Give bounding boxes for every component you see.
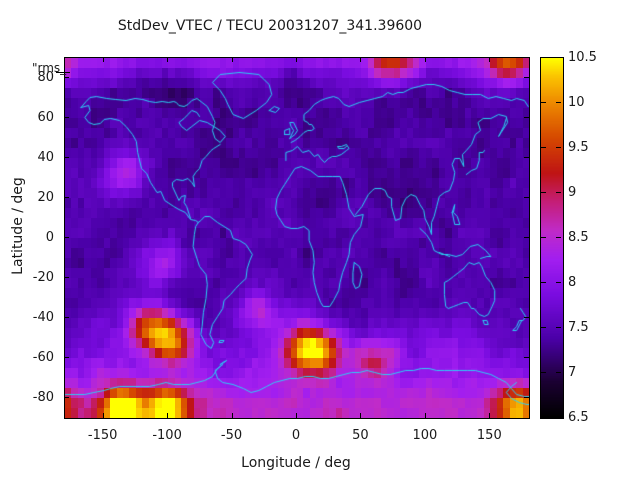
colorbar-tick-mark bbox=[541, 192, 546, 193]
y-tick-mark bbox=[64, 157, 69, 158]
colorbar-tick-label: 6.5 bbox=[568, 410, 589, 425]
y-tick-mark bbox=[64, 317, 69, 318]
y-tick-mark bbox=[524, 277, 529, 278]
y-tick-label: 80 bbox=[37, 70, 54, 85]
y-tick-label: 40 bbox=[37, 150, 54, 165]
x-tick-label: 100 bbox=[412, 428, 438, 443]
x-tick-mark bbox=[425, 413, 426, 418]
y-tick-label: 0 bbox=[45, 230, 54, 245]
y-tick-mark bbox=[64, 117, 69, 118]
colorbar-tick-label: 8 bbox=[568, 275, 577, 290]
colorbar-tick-label: 10 bbox=[568, 95, 585, 110]
y-tick-label: -20 bbox=[32, 270, 54, 285]
plot-key-text: "rms_ bbox=[32, 61, 67, 75]
y-tick-mark bbox=[64, 197, 69, 198]
y-tick-mark bbox=[64, 237, 69, 238]
colorbar-tick-mark bbox=[556, 237, 561, 238]
x-tick-mark bbox=[360, 413, 361, 418]
x-tick-mark bbox=[360, 57, 361, 62]
plot-area bbox=[64, 57, 530, 419]
colorbar-tick-label: 8.5 bbox=[568, 230, 589, 245]
y-tick-label: -80 bbox=[32, 390, 54, 405]
y-tick-mark bbox=[64, 397, 69, 398]
y-axis-label: Latitude / deg bbox=[10, 177, 26, 275]
x-tick-mark bbox=[103, 413, 104, 418]
colorbar-tick-mark bbox=[541, 147, 546, 148]
colorbar-tick-mark bbox=[541, 237, 546, 238]
colorbar-tick-label: 9.5 bbox=[568, 140, 589, 155]
x-tick-mark bbox=[425, 57, 426, 62]
x-tick-label: -100 bbox=[152, 428, 182, 443]
colorbar-tick-mark bbox=[541, 102, 546, 103]
x-tick-label: -150 bbox=[87, 428, 118, 443]
x-tick-label: 50 bbox=[352, 428, 369, 443]
y-tick-mark bbox=[524, 157, 529, 158]
x-tick-mark bbox=[103, 57, 104, 62]
y-tick-label: 20 bbox=[37, 190, 54, 205]
y-tick-mark bbox=[524, 117, 529, 118]
y-tick-mark bbox=[524, 397, 529, 398]
colorbar-tick-label: 7.5 bbox=[568, 320, 589, 335]
x-tick-mark bbox=[232, 57, 233, 62]
x-tick-label: 150 bbox=[476, 428, 502, 443]
colorbar-tick-mark bbox=[556, 327, 561, 328]
y-tick-mark bbox=[524, 197, 529, 198]
colorbar-tick-mark bbox=[556, 102, 561, 103]
y-tick-mark bbox=[524, 237, 529, 238]
x-tick-label: 0 bbox=[291, 428, 301, 443]
y-tick-mark bbox=[64, 77, 69, 78]
y-tick-label: -60 bbox=[32, 350, 54, 365]
colorbar-tick-mark bbox=[541, 372, 546, 373]
y-tick-label: 60 bbox=[37, 110, 54, 125]
x-axis-label: Longitude / deg bbox=[241, 455, 351, 471]
colorbar-tick-mark bbox=[556, 372, 561, 373]
colorbar-tick-mark bbox=[556, 192, 561, 193]
x-tick-mark bbox=[489, 413, 490, 418]
x-tick-mark bbox=[296, 413, 297, 418]
colorbar-gradient bbox=[541, 58, 563, 418]
x-tick-label: -50 bbox=[220, 428, 243, 443]
colorbar-tick-mark bbox=[556, 282, 561, 283]
y-tick-mark bbox=[524, 357, 529, 358]
x-tick-mark bbox=[489, 57, 490, 62]
colorbar bbox=[540, 57, 564, 419]
colorbar-tick-mark bbox=[541, 282, 546, 283]
colorbar-tick-label: 7 bbox=[568, 365, 577, 380]
x-tick-mark bbox=[296, 57, 297, 62]
y-tick-mark bbox=[64, 357, 69, 358]
y-tick-mark bbox=[524, 317, 529, 318]
plot-key-line bbox=[56, 72, 70, 73]
colorbar-tick-mark bbox=[556, 147, 561, 148]
coastline-overlay bbox=[65, 58, 529, 418]
x-tick-mark bbox=[232, 413, 233, 418]
colorbar-tick-label: 10.5 bbox=[568, 50, 597, 65]
y-tick-mark bbox=[64, 277, 69, 278]
y-tick-label: -40 bbox=[32, 310, 54, 325]
x-tick-mark bbox=[167, 413, 168, 418]
page-title: StdDev_VTEC / TECU 20031207_341.39600 bbox=[117, 18, 423, 34]
y-tick-mark bbox=[524, 77, 529, 78]
x-tick-mark bbox=[167, 57, 168, 62]
colorbar-tick-mark bbox=[541, 327, 546, 328]
colorbar-tick-label: 9 bbox=[568, 185, 577, 200]
